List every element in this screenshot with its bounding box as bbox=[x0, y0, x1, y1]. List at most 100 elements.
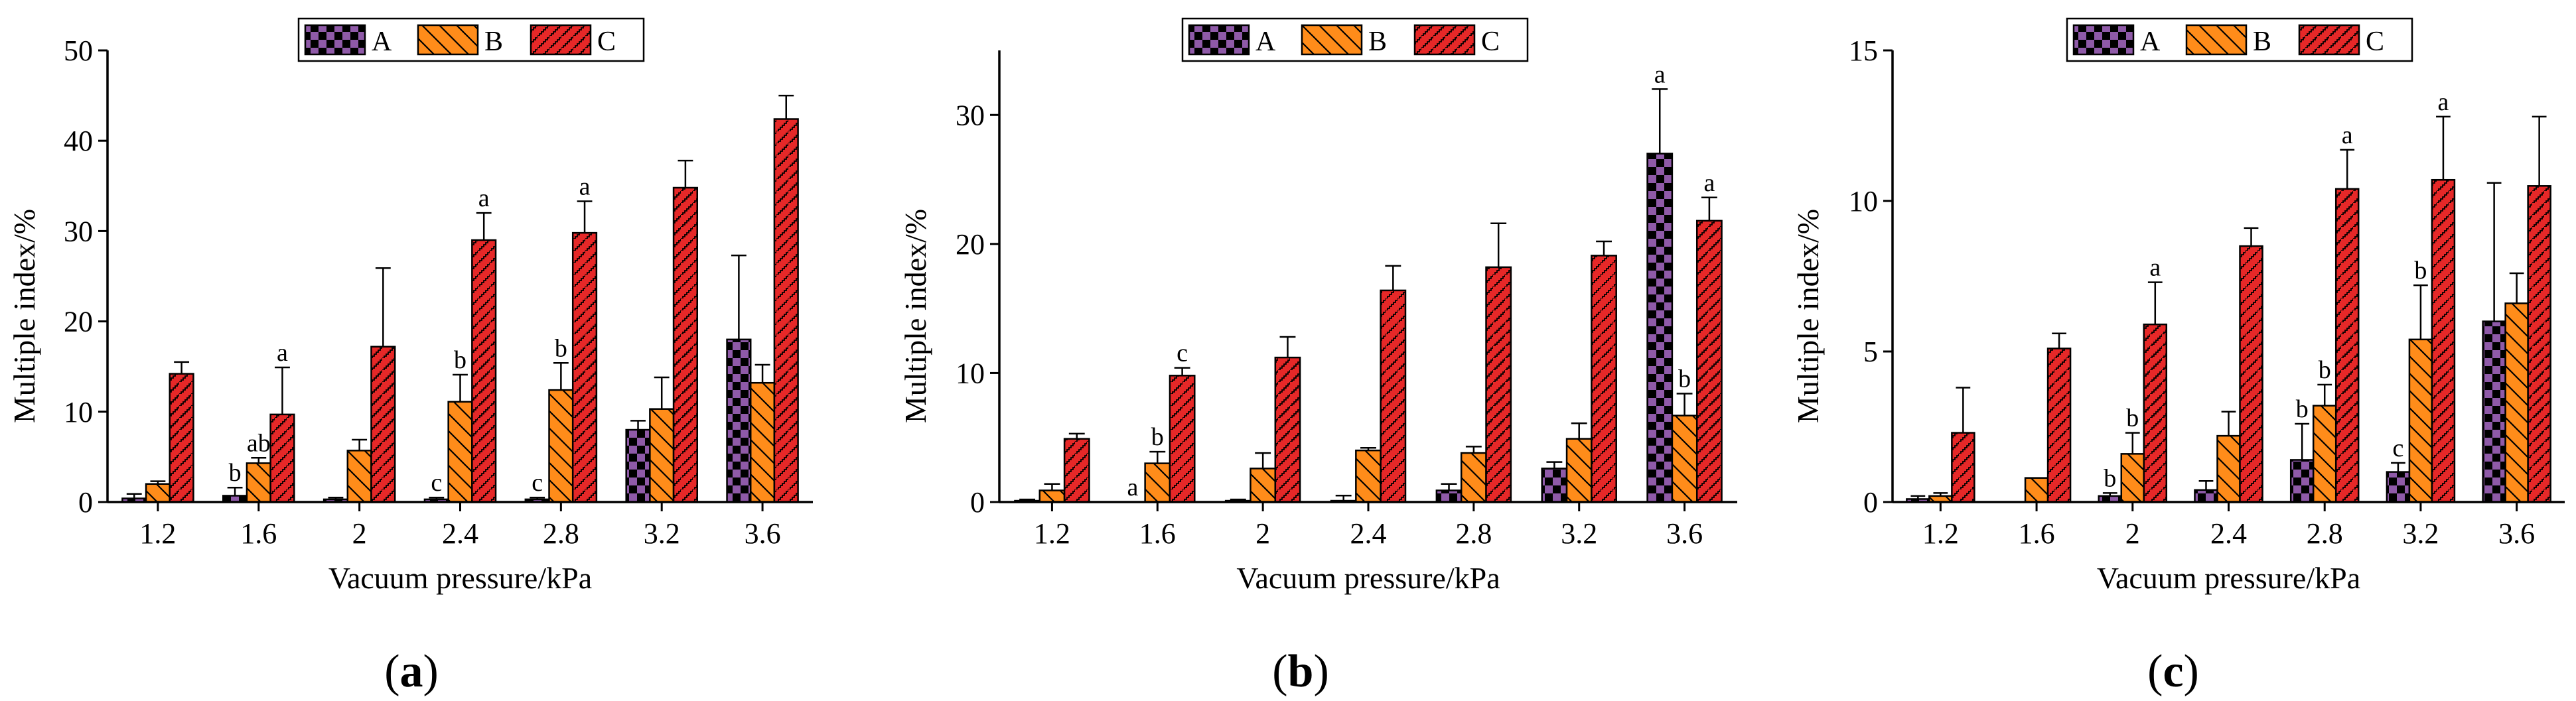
bar-C-2.4 bbox=[471, 239, 497, 503]
bar-C-2.8 bbox=[2334, 188, 2360, 503]
x-tick-label: 1.6 bbox=[1139, 517, 1176, 550]
significance-letter: b bbox=[454, 346, 466, 374]
y-tick-label: 0 bbox=[78, 486, 93, 519]
y-tick-label: 20 bbox=[64, 306, 93, 338]
significance-letter: c bbox=[431, 469, 442, 497]
panel-label-close: ) bbox=[423, 646, 439, 697]
panel-label-open: ( bbox=[384, 646, 399, 697]
legend-label-C: C bbox=[1481, 27, 1500, 57]
bar-C-3.6 bbox=[773, 118, 799, 503]
panel-label-letter: b bbox=[1288, 646, 1314, 697]
bar-B-2.8 bbox=[1460, 452, 1487, 503]
bar-B-1.6 bbox=[246, 462, 271, 503]
legend-swatch-C bbox=[1413, 24, 1476, 56]
y-tick-label: 20 bbox=[956, 228, 985, 261]
bar-A-3.2 bbox=[2386, 471, 2411, 503]
bar-B-2.8 bbox=[2312, 405, 2337, 503]
significance-letter: b bbox=[2414, 257, 2427, 285]
y-tick-label: 15 bbox=[1849, 34, 1878, 67]
legend-swatch-C bbox=[2298, 24, 2360, 56]
x-tick-label: 2.4 bbox=[1350, 517, 1387, 550]
bar-B-2 bbox=[346, 450, 372, 503]
bar-C-2.4 bbox=[2239, 245, 2263, 503]
x-tick-label: 1.6 bbox=[2019, 517, 2055, 550]
bar-C-1.6 bbox=[1169, 375, 1196, 503]
panel-label: (c) bbox=[2147, 646, 2199, 697]
x-tick-label: 2.4 bbox=[442, 517, 478, 550]
panel-label-close: ) bbox=[1313, 646, 1328, 697]
bar-B-1.2 bbox=[1038, 489, 1066, 503]
bar-A-3.6 bbox=[2482, 320, 2506, 503]
x-tick-label: 1.2 bbox=[1034, 517, 1070, 550]
x-tick-label: 1.2 bbox=[139, 517, 176, 550]
bar-C-2.8 bbox=[571, 231, 598, 503]
bar-A-2.8 bbox=[1435, 489, 1463, 503]
bar-B-2.4 bbox=[447, 401, 473, 503]
legend: A B C bbox=[297, 17, 645, 62]
legend-label-B: B bbox=[2253, 27, 2271, 57]
bar-B-1.6 bbox=[1144, 462, 1171, 503]
y-axis-title: Multiple index/% bbox=[7, 209, 41, 423]
bar-B-3.2 bbox=[1565, 438, 1593, 503]
legend-swatch-A bbox=[304, 24, 366, 56]
y-tick-label: 10 bbox=[1849, 185, 1878, 218]
significance-letter: a bbox=[1703, 169, 1715, 197]
legend: A B C bbox=[1181, 17, 1529, 62]
y-tick-label: 5 bbox=[1863, 336, 1878, 368]
bar-C-2.8 bbox=[1485, 266, 1512, 503]
x-tick-label: 2 bbox=[352, 517, 367, 550]
bar-C-3.6 bbox=[2527, 185, 2551, 503]
bar-C-1.2 bbox=[169, 373, 194, 503]
significance-letter: b bbox=[229, 459, 242, 487]
x-tick-label: 3.6 bbox=[745, 517, 781, 550]
x-tick-label: 1.2 bbox=[1922, 517, 1959, 550]
x-tick-label: 3.2 bbox=[2402, 517, 2439, 550]
legend-swatch-A bbox=[2072, 24, 2135, 56]
x-tick-label: 3.6 bbox=[2498, 517, 2535, 550]
panel-label-open: ( bbox=[2147, 646, 2163, 697]
y-tick-label: 0 bbox=[970, 486, 985, 519]
x-tick-label: 2 bbox=[2125, 517, 2140, 550]
significance-letter: a bbox=[1127, 474, 1139, 501]
panel-label: (b) bbox=[1272, 646, 1329, 697]
bar-C-3.6 bbox=[1695, 220, 1723, 503]
x-tick-label: 2.4 bbox=[2210, 517, 2247, 550]
x-tick-label: 2 bbox=[1255, 517, 1270, 550]
bar-C-3.2 bbox=[672, 186, 698, 503]
significance-letter: a bbox=[579, 172, 591, 200]
significance-letter: b bbox=[2319, 356, 2331, 384]
legend-swatch-C bbox=[530, 24, 592, 56]
bar-B-2.8 bbox=[548, 389, 574, 503]
legend-label-C: C bbox=[2366, 27, 2384, 57]
y-tick-label: 30 bbox=[64, 215, 93, 247]
y-tick-label: 10 bbox=[64, 396, 93, 428]
significance-letter: a bbox=[2437, 88, 2449, 116]
significance-letter: a bbox=[478, 184, 490, 212]
legend-label-B: B bbox=[1368, 27, 1387, 57]
legend-label-A: A bbox=[1255, 27, 1276, 57]
y-axis-title: Multiple index/% bbox=[898, 209, 932, 423]
x-axis-title: Vacuum pressure/kPa bbox=[328, 561, 592, 595]
bar-B-2 bbox=[2120, 453, 2145, 503]
x-tick-label: 2.8 bbox=[543, 517, 579, 550]
y-tick-label: 40 bbox=[64, 125, 93, 157]
bar-B-3.6 bbox=[749, 381, 776, 503]
y-tick-label: 0 bbox=[1863, 486, 1878, 519]
bar-B-2.4 bbox=[1355, 449, 1382, 503]
x-axis-title: Vacuum pressure/kPa bbox=[2097, 561, 2360, 595]
panel-label-letter: a bbox=[400, 646, 423, 697]
x-tick-label: 2.8 bbox=[2307, 517, 2343, 550]
bar-C-1.2 bbox=[1951, 432, 1975, 503]
y-tick-label: 10 bbox=[956, 357, 985, 389]
legend-swatch-B bbox=[1301, 24, 1363, 56]
significance-letter: b bbox=[1678, 365, 1691, 393]
x-axis-title: Vacuum pressure/kPa bbox=[1236, 561, 1500, 595]
significance-letter: b bbox=[2104, 464, 2116, 492]
bar-C-2.4 bbox=[1380, 289, 1407, 503]
significance-letter: b bbox=[2126, 405, 2139, 432]
significance-letter: c bbox=[1177, 340, 1188, 367]
bar-B-3.2 bbox=[2408, 338, 2433, 503]
significance-letter: a bbox=[2149, 254, 2161, 282]
